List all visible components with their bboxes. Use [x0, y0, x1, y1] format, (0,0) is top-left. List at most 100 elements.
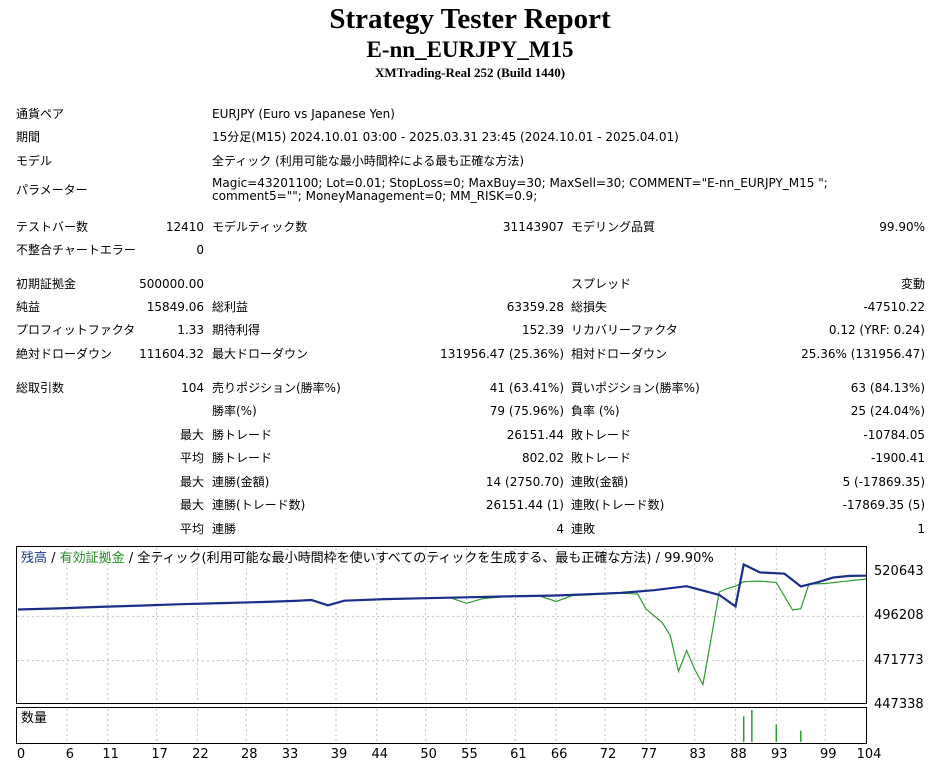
- max-dd-label: 最大ドローダウン: [212, 347, 309, 361]
- errors-label: 不整合チャートエラー: [16, 243, 136, 257]
- quality-value: 99.90%: [879, 220, 925, 234]
- recovery-label: リカバリーファクタ: [571, 323, 678, 337]
- trades-value: 104: [181, 381, 204, 395]
- ticks-value: 31143907: [502, 220, 564, 234]
- spread-value: 変動: [900, 277, 925, 291]
- avg-win-label: 勝トレード: [212, 451, 273, 465]
- largest-win-value: 26151.44: [506, 428, 564, 442]
- x-tick-label: 0: [16, 747, 26, 762]
- x-tick-label: 66: [550, 747, 568, 762]
- chart-legend: 残高 / 有効証拠金 / 全ティック(利用可能な最小時間枠を使いすべてのティック…: [21, 551, 714, 566]
- report-server: XMTrading-Real 252 (Build 1440): [374, 65, 566, 80]
- legend-rest: / 全ティック(利用可能な最小時間枠を使いすべてのティックを生成する、最も正確な…: [124, 551, 714, 566]
- quality-label: モデリング品質: [571, 220, 656, 234]
- x-tick-label: 22: [192, 747, 209, 762]
- spread-label: スプレッド: [571, 277, 632, 291]
- y-tick-label: 471773: [874, 652, 924, 668]
- params-value: Magic=43201100; Lot=0.01; StopLoss=0; Ma…: [212, 176, 828, 203]
- y-tick-label: 447338: [874, 697, 924, 712]
- net-value: 15849.06: [146, 300, 204, 314]
- model-value: 全ティック (利用可能な最小時間枠による最も正確な方法): [212, 154, 525, 168]
- largest-prefix: 最大: [180, 428, 205, 442]
- period-label: 期間: [16, 130, 41, 144]
- x-tick-label: 50: [420, 747, 437, 762]
- max-consec-lossamt-value: -17869.35 (5): [842, 498, 925, 512]
- balance-chart-frame: [16, 546, 867, 704]
- avg-consec-loss-value: 1: [917, 522, 925, 536]
- x-tick-label: 39: [330, 747, 348, 762]
- avg-loss-value: -1900.41: [871, 451, 925, 465]
- rel-dd-value: 25.36% (131956.47): [801, 347, 925, 361]
- y-tick-label: 496208: [874, 608, 924, 624]
- gross-loss-value: -47510.22: [863, 300, 925, 314]
- avg-consec-prefix: 平均: [180, 522, 205, 536]
- gross-loss-label: 総損失: [571, 300, 608, 314]
- max-consec-loss-label: 連敗(金額): [571, 475, 629, 489]
- recovery-value: 0.12 (YRF: 0.24): [828, 323, 925, 337]
- avg-consec-win-label: 連勝: [212, 522, 237, 536]
- x-tick-label: 55: [461, 747, 478, 762]
- pf-value: 1.33: [177, 323, 204, 337]
- x-tick-label: 33: [281, 747, 299, 762]
- period-value: 15分足(M15) 2024.10.01 03:00 - 2025.03.31 …: [212, 130, 679, 144]
- expected-label: 期待利得: [212, 323, 261, 337]
- x-tick-label: 6: [65, 747, 75, 762]
- avg-win-value: 802.02: [522, 451, 564, 465]
- volume-chart-frame: [16, 707, 867, 744]
- x-tick-label: 93: [771, 747, 788, 762]
- short-label: 売りポジション(勝率%): [212, 381, 341, 395]
- report-title: Strategy Tester Report: [329, 3, 611, 35]
- trades-label: 総取引数: [16, 381, 65, 395]
- y-tick-label: 520643: [874, 564, 924, 579]
- max-consec-win-value: 14 (2750.70): [485, 475, 564, 489]
- volume-label: 数量: [21, 711, 48, 726]
- ticks-label: モデルティック数: [212, 220, 308, 234]
- pair-label: 通貨ペア: [16, 107, 65, 121]
- x-tick-label: 104: [856, 747, 882, 762]
- x-tick-label: 77: [640, 747, 658, 762]
- max-consec-win-label: 連勝(金額): [212, 475, 270, 489]
- rel-dd-label: 相対ドローダウン: [571, 347, 668, 361]
- pair-value: EURJPY (Euro vs Japanese Yen): [212, 107, 395, 121]
- gross-profit-label: 総利益: [212, 300, 249, 314]
- largest-loss-label: 敗トレード: [571, 428, 632, 442]
- balance-line: [17, 562, 867, 611]
- abs-dd-value: 111604.32: [139, 347, 204, 361]
- winrate-value: 79 (75.96%): [489, 404, 564, 418]
- abs-dd-label: 絶対ドローダウン: [16, 347, 113, 361]
- x-tick-label: 28: [241, 747, 258, 762]
- avg-loss-label: 敗トレード: [571, 451, 632, 465]
- bars-value: 12410: [165, 220, 204, 234]
- lossrate-label: 負率 (%): [571, 404, 620, 418]
- winrate-label: 勝率(%): [212, 404, 257, 418]
- x-tick-label: 83: [689, 747, 707, 762]
- largest-win-label: 勝トレード: [212, 428, 273, 442]
- average-prefix: 平均: [180, 451, 205, 465]
- x-tick-label: 72: [599, 747, 617, 762]
- max-consec-prefix: 最大: [180, 475, 205, 489]
- expected-value: 152.39: [522, 323, 564, 337]
- report-subtitle: E-nn_EURJPY_M15: [366, 37, 574, 62]
- gross-profit-value: 63359.28: [506, 300, 564, 314]
- legend-sep: /: [47, 551, 60, 566]
- max-consec-profit-prefix: 最大: [180, 498, 205, 512]
- model-label: モデル: [16, 154, 53, 168]
- max-consec-lossamt-label: 連敗(トレード数): [571, 498, 665, 512]
- x-tick-label: 61: [510, 747, 527, 762]
- x-tick-label: 17: [151, 747, 168, 762]
- x-tick-label: 99: [819, 747, 837, 762]
- largest-loss-value: -10784.05: [863, 428, 925, 442]
- long-label: 買いポジション(勝率%): [571, 381, 700, 395]
- max-consec-profit-label: 連勝(トレード数): [212, 498, 306, 512]
- short-value: 41 (63.41%): [489, 381, 564, 395]
- long-value: 63 (84.13%): [850, 381, 925, 395]
- net-label: 純益: [16, 300, 41, 314]
- x-tick-label: 11: [102, 747, 119, 762]
- legend-balance: 残高: [21, 551, 48, 566]
- lossrate-value: 25 (24.04%): [850, 404, 925, 418]
- avg-consec-win-value: 4: [556, 522, 564, 536]
- bars-label: テストバー数: [16, 220, 89, 234]
- x-tick-label: 44: [371, 747, 389, 762]
- legend-equity: 有効証拠金: [59, 551, 125, 566]
